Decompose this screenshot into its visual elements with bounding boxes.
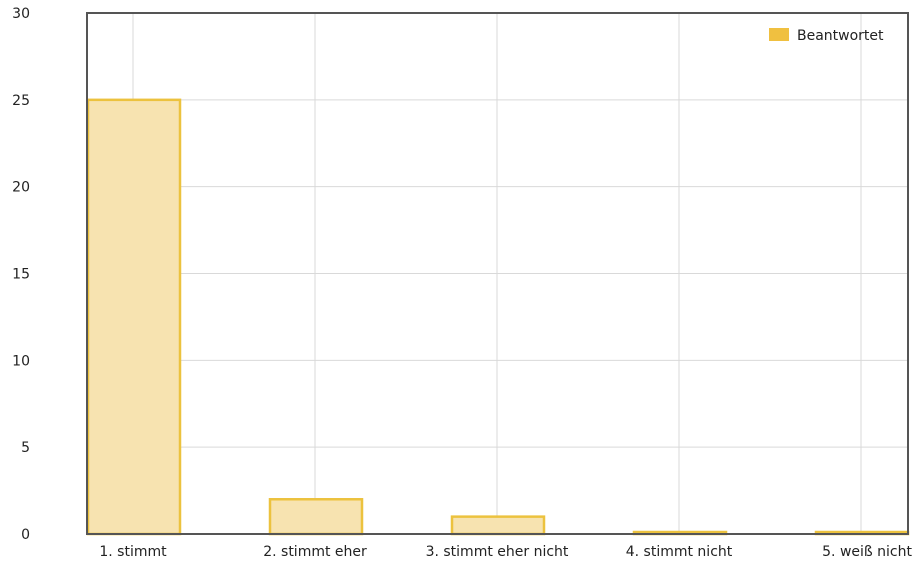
grid-lines xyxy=(87,13,908,534)
plot-frame xyxy=(86,12,909,535)
x-tick-label: 5. weiß nicht xyxy=(822,544,912,560)
x-tick-label: 4. stimmt nicht xyxy=(626,544,733,560)
x-tick-label: 2. stimmt eher xyxy=(263,544,367,560)
y-tick-label: 5 xyxy=(21,440,30,456)
bar xyxy=(450,515,546,536)
bar xyxy=(268,498,364,536)
x-tick-label: 1. stimmt xyxy=(99,544,167,560)
y-tick-label: 0 xyxy=(21,527,30,543)
legend-label: Beantwortet xyxy=(797,28,884,44)
y-tick-label: 10 xyxy=(12,353,30,369)
bars xyxy=(86,98,910,536)
y-axis-ticks: 0 5 10 15 20 25 30 xyxy=(12,6,30,543)
x-axis-ticks: 1. stimmt 2. stimmt eher 3. stimmt eher ni… xyxy=(99,544,912,560)
legend-swatch xyxy=(769,28,789,41)
y-tick-label: 30 xyxy=(12,6,30,22)
y-tick-label: 15 xyxy=(12,267,30,283)
y-tick-label: 20 xyxy=(12,180,30,196)
x-tick-label: 3. stimmt eher nicht xyxy=(426,544,569,560)
y-tick-label: 25 xyxy=(12,93,30,109)
bar xyxy=(86,98,182,536)
legend: Beantwortet xyxy=(769,28,884,44)
